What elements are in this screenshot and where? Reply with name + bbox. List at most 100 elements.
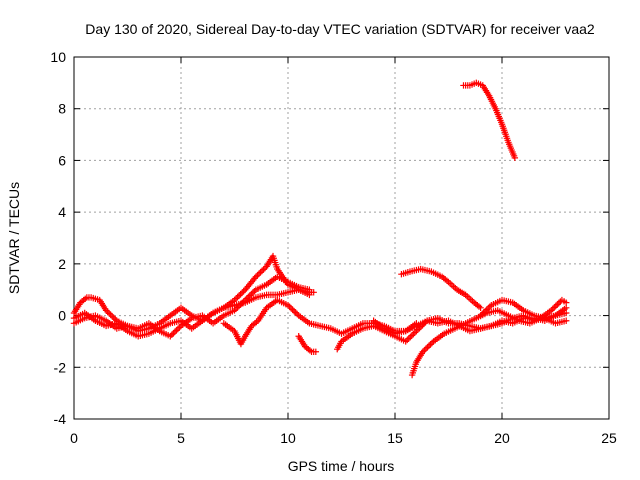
data-point: [408, 332, 416, 339]
series-arc-e: [295, 333, 320, 355]
data-point: [486, 303, 493, 310]
data-point: [421, 347, 428, 354]
data-point: [257, 269, 264, 276]
data-point: [235, 302, 243, 310]
data-point: [240, 298, 247, 305]
x-tick-label: 15: [387, 430, 403, 446]
data-point: [243, 295, 250, 302]
grid-lines: [74, 57, 609, 419]
data-point: [410, 330, 417, 338]
y-axis-label: SDTVAR / TECUs: [6, 182, 22, 294]
data-point: [232, 305, 240, 313]
data-point: [554, 301, 561, 308]
data-point: [563, 317, 570, 324]
data-point: [310, 289, 317, 296]
y-tick-label: 8: [58, 101, 66, 117]
tick-labels: 0 5 10 15 20 25 -4 -2 0 2 4 6 8 10: [50, 49, 617, 446]
data-point: [238, 299, 246, 307]
data-point: [290, 307, 298, 315]
data-point: [238, 289, 246, 296]
data-point: [428, 339, 436, 347]
data-point: [549, 305, 556, 313]
data-point: [174, 325, 182, 333]
y-tick-label: -4: [54, 411, 67, 427]
data-point: [255, 270, 263, 278]
data-point: [107, 311, 114, 319]
y-tick-label: 4: [58, 204, 66, 220]
data-point: [245, 293, 252, 301]
data-point: [485, 304, 492, 312]
data-point: [252, 273, 260, 280]
data-point: [480, 309, 487, 316]
data-point: [424, 344, 431, 351]
data-point: [483, 306, 490, 313]
data-point: [237, 301, 244, 308]
data-point: [173, 327, 180, 334]
y-tick-label: -2: [54, 359, 67, 375]
data-point: [563, 304, 570, 312]
data-point: [258, 267, 266, 275]
y-tick-label: 6: [58, 152, 66, 168]
data-point: [284, 302, 292, 309]
data-point: [407, 333, 414, 341]
data-point: [112, 316, 119, 323]
data-point: [477, 304, 484, 312]
y-tick-label: 0: [58, 308, 66, 324]
data-point: [555, 299, 563, 307]
data-point: [242, 296, 249, 304]
data-point: [246, 292, 253, 299]
data-point: [102, 307, 110, 314]
data-point: [260, 266, 267, 273]
data-point: [235, 292, 243, 299]
x-tick-label: 10: [280, 430, 296, 446]
data-point: [292, 309, 299, 316]
data-point: [405, 335, 412, 342]
data-point: [289, 306, 296, 313]
data-point: [481, 307, 489, 315]
axis-ticks: [73, 56, 610, 420]
x-tick-label: 20: [494, 430, 510, 446]
y-tick-label: 2: [58, 256, 66, 272]
data-point: [312, 348, 320, 355]
data-point: [234, 304, 241, 311]
data-point: [425, 342, 433, 350]
data-point: [232, 295, 240, 302]
plot-frame: [73, 56, 610, 420]
x-tick-label: 0: [70, 430, 78, 446]
data-point: [104, 308, 111, 316]
data-points: [70, 79, 570, 379]
data-point: [168, 331, 176, 338]
data-point: [293, 310, 301, 318]
data-point: [231, 296, 238, 304]
data-point: [419, 348, 427, 355]
x-tick-label: 5: [177, 430, 185, 446]
x-axis-label: GPS time / hours: [288, 458, 395, 474]
data-point: [404, 336, 411, 344]
series-arc-d: [220, 296, 420, 348]
series-arc-j: [460, 79, 519, 162]
data-point: [254, 272, 261, 279]
data-point: [240, 287, 247, 295]
data-point: [176, 324, 183, 331]
data-point: [427, 341, 434, 348]
data-point: [411, 329, 419, 336]
data-point: [237, 290, 244, 298]
x-tick-label: 25: [601, 430, 617, 446]
data-point: [286, 303, 293, 310]
data-point: [552, 302, 560, 310]
data-point: [477, 312, 484, 319]
data-point: [548, 307, 555, 314]
series-arc-c: [70, 273, 313, 340]
series-arc-b: [70, 252, 313, 340]
data-point: [414, 326, 422, 333]
series-arc-i: [398, 265, 484, 312]
data-point: [402, 338, 409, 345]
data-point: [231, 307, 238, 314]
chart-title: Day 130 of 2020, Sidereal Day-to-day VTE…: [85, 21, 595, 37]
data-point: [261, 264, 269, 272]
series-arc-k: [477, 296, 570, 322]
y-tick-label: 10: [50, 49, 66, 65]
data-point: [110, 314, 117, 321]
data-point: [422, 345, 430, 353]
